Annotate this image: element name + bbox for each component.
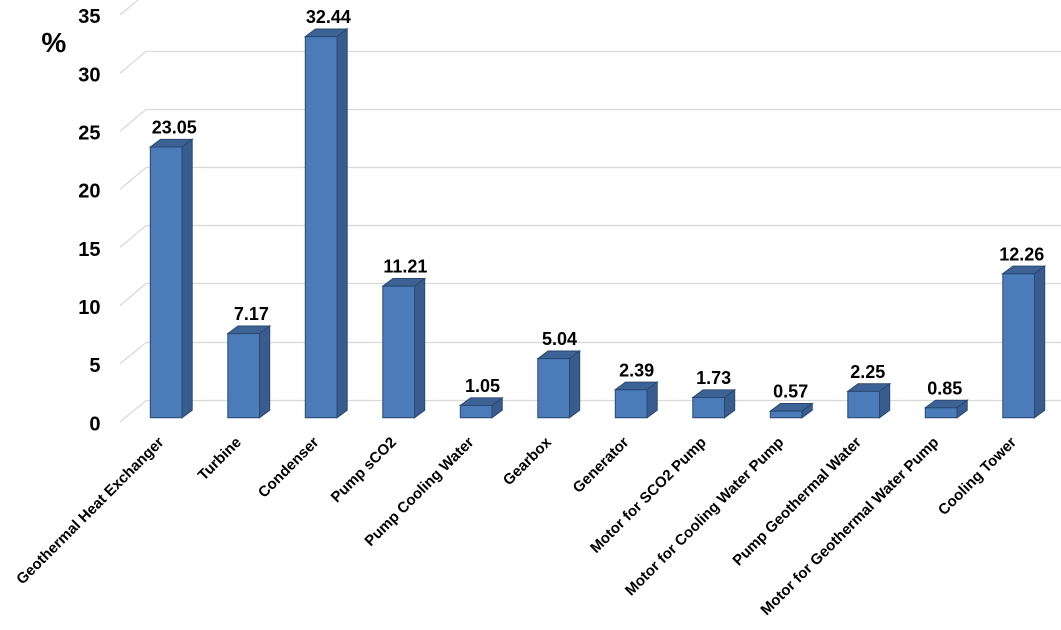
svg-text:30: 30	[78, 64, 100, 86]
svg-text:32.44: 32.44	[306, 7, 351, 27]
svg-text:0.85: 0.85	[927, 378, 962, 398]
svg-text:12.26: 12.26	[999, 244, 1044, 264]
svg-text:5.04: 5.04	[542, 329, 577, 349]
svg-text:2.39: 2.39	[619, 360, 654, 380]
svg-text:0: 0	[89, 413, 100, 435]
svg-text:2.25: 2.25	[850, 362, 885, 382]
svg-text:11.21: 11.21	[383, 257, 427, 277]
svg-text:20: 20	[78, 181, 100, 203]
svg-text:7.17: 7.17	[234, 304, 269, 324]
svg-text:10: 10	[78, 297, 100, 319]
svg-text:35: 35	[78, 6, 100, 28]
svg-text:%: %	[41, 27, 66, 58]
svg-text:15: 15	[78, 239, 100, 261]
svg-text:23.05: 23.05	[152, 118, 197, 138]
svg-text:1.73: 1.73	[696, 368, 731, 388]
svg-text:5: 5	[89, 355, 100, 377]
svg-text:25: 25	[78, 123, 100, 145]
svg-text:1.05: 1.05	[465, 376, 500, 396]
svg-text:0.57: 0.57	[773, 382, 808, 402]
